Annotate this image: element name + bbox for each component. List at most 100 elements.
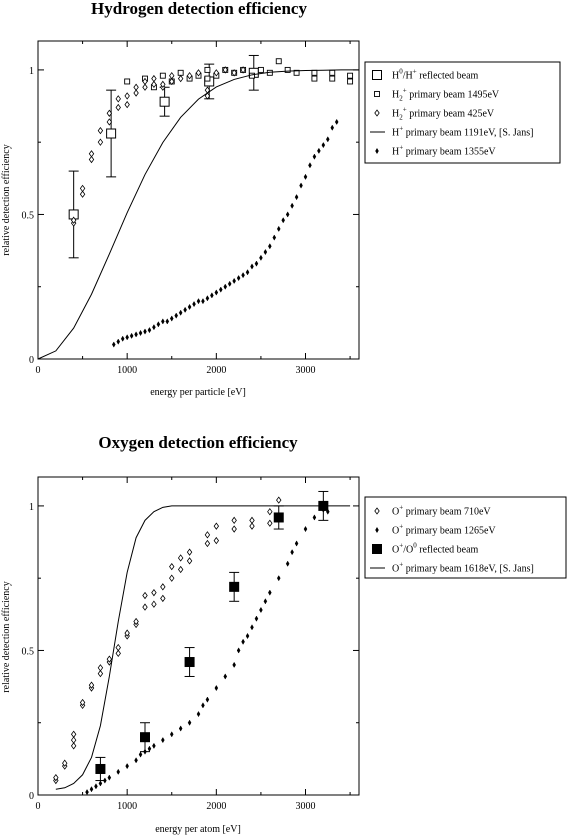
data-point	[142, 603, 148, 611]
data-point	[169, 562, 175, 571]
data-point	[177, 69, 184, 76]
data-point	[106, 655, 113, 663]
y-tick-label: 0.5	[22, 646, 35, 657]
hydrogen-chart: Hydrogen detection efficiency 0 1000 2000 3…	[1, 0, 561, 398]
data-point	[232, 661, 236, 669]
data-point	[169, 731, 174, 738]
data-point	[186, 548, 193, 556]
data-point	[334, 118, 339, 126]
data-point	[159, 72, 166, 79]
data-point	[284, 66, 291, 73]
data-point	[281, 217, 285, 224]
x-tick-label: 0	[36, 801, 41, 812]
data-point	[245, 269, 250, 276]
series-line	[55, 505, 351, 790]
data-point	[142, 83, 148, 91]
data-point	[213, 69, 220, 77]
series-line	[37, 69, 359, 360]
legend-swatch	[374, 109, 380, 117]
legend-swatch	[372, 70, 382, 80]
data-point	[229, 581, 240, 592]
data-point	[210, 292, 214, 299]
y-tick-label: 0	[29, 355, 34, 366]
data-point	[303, 525, 308, 533]
data-point	[134, 757, 138, 764]
series-diamond	[53, 496, 327, 785]
series-line	[55, 505, 351, 790]
data-point	[196, 710, 201, 718]
data-point	[156, 321, 161, 328]
data-point	[308, 162, 312, 169]
data-point	[192, 300, 196, 308]
data-point	[169, 574, 175, 582]
data-point	[231, 69, 237, 77]
data-point	[97, 669, 104, 678]
series-square-small	[124, 58, 354, 91]
data-point	[124, 78, 131, 85]
data-point	[94, 783, 98, 790]
data-point	[276, 496, 282, 504]
data-point	[312, 153, 317, 160]
data-point	[204, 531, 211, 539]
data-series	[37, 54, 359, 360]
legend-swatch	[372, 544, 382, 554]
x-tick-label: 1000	[117, 801, 137, 812]
data-point	[250, 263, 254, 270]
chart-title: Oxygen detection efficiency	[98, 433, 298, 452]
data-point	[85, 789, 89, 796]
data-point	[321, 141, 326, 149]
legend-swatch	[374, 507, 380, 515]
data-point	[115, 103, 121, 112]
data-point	[186, 557, 193, 565]
data-point	[88, 155, 95, 164]
data-point	[204, 92, 211, 100]
data-point	[106, 118, 113, 126]
legend-entry: H0/H+ reflected beam	[392, 68, 479, 82]
x-tick-label: 3000	[296, 801, 316, 812]
y-axis-label: relative detection efficiency	[1, 144, 12, 255]
legend-entry: H+ primary beam 1355eV	[392, 144, 496, 158]
data-point	[187, 303, 192, 311]
series-line	[37, 69, 359, 360]
data-point	[98, 780, 103, 787]
data-point	[184, 657, 195, 668]
data-point	[151, 74, 157, 83]
data-point	[142, 77, 148, 86]
legend-box	[364, 496, 567, 579]
plot-frame	[37, 476, 360, 796]
legend-entry: O+ primary beam 1265eV	[392, 523, 496, 537]
legend-entry: O+ primary beam 710eV	[392, 504, 491, 518]
data-point	[285, 560, 290, 567]
data-point	[213, 536, 220, 545]
x-tick-label: 0	[36, 365, 41, 376]
data-point	[294, 194, 299, 201]
data-point	[88, 681, 95, 689]
data-point	[79, 190, 86, 198]
data-point	[223, 673, 228, 680]
data-point	[161, 736, 165, 744]
legend-entry: O+/O0 reflected beam	[392, 542, 479, 556]
data-point	[249, 516, 255, 525]
data-point	[151, 80, 157, 89]
data-point	[303, 173, 308, 180]
data-point	[133, 617, 139, 626]
data-point	[232, 277, 236, 285]
legend: H0/H+ reflected beam H2+ primary beam 149…	[364, 61, 561, 164]
data-point	[70, 730, 77, 738]
data-point	[183, 306, 187, 313]
x-tick-label: 2000	[206, 801, 226, 812]
legend: O+ primary beam 710eV O+ primary beam 126…	[364, 496, 567, 579]
data-point	[276, 225, 281, 233]
data-point	[275, 58, 282, 65]
data-point	[178, 725, 183, 732]
chart-title: Hydrogen detection efficiency	[91, 0, 307, 18]
data-point	[236, 274, 241, 282]
legend-entry: H+ primary beam 1191eV, [S. Jans]	[392, 125, 533, 139]
data-point	[290, 549, 294, 556]
data-point	[129, 332, 134, 339]
data-point	[263, 248, 268, 256]
data-point	[140, 732, 150, 743]
data-point	[165, 318, 170, 325]
data-point	[97, 664, 104, 672]
